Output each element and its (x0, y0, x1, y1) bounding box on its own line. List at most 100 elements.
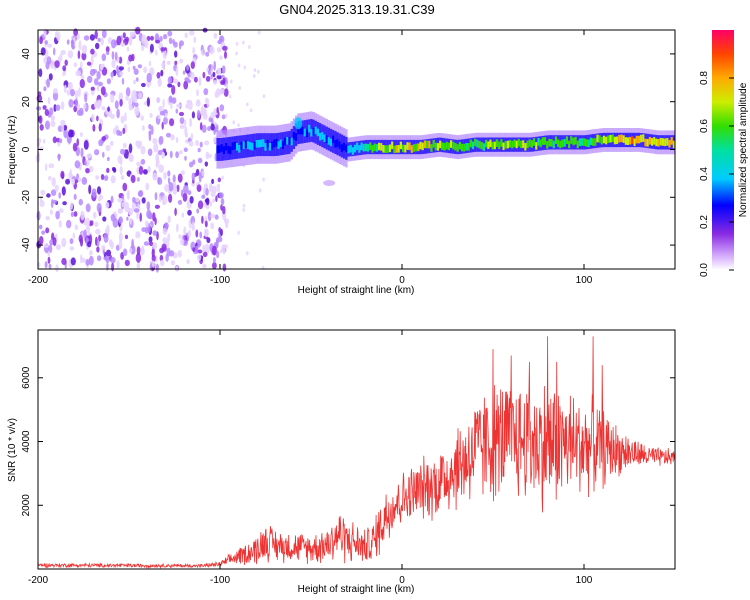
ridge-core (345, 144, 348, 153)
noise-speckle (170, 260, 175, 266)
noise-speckle (91, 188, 97, 198)
noise-speckle (204, 140, 210, 146)
noise-speckle (191, 111, 195, 119)
noise-speckle (81, 176, 88, 185)
noise-speckle (97, 37, 101, 42)
noise-speckle (154, 192, 158, 201)
noise-speckle (200, 49, 206, 56)
ridge-core (513, 139, 516, 148)
noise-speckle (219, 55, 223, 60)
noise-speckle (221, 175, 224, 180)
noise-speckle (197, 249, 203, 254)
noise-speckle (42, 105, 47, 110)
noise-speckle (126, 189, 130, 200)
noise-speckle (157, 177, 163, 185)
noise-speckle (114, 51, 118, 61)
ridge-core (495, 139, 499, 147)
noise-speckle (157, 114, 161, 120)
ridge-core (303, 128, 307, 137)
snr-panel: -200 -100 0 100 2000 4000 6000 Height of strai… (7, 329, 676, 595)
noise-speckle (90, 220, 94, 226)
noise-speckle (198, 76, 202, 87)
noise-speckle (88, 184, 92, 195)
ridge-core (406, 142, 409, 150)
noise-speckle (224, 113, 228, 118)
noise-speckle (42, 138, 46, 144)
noise-speckle (237, 63, 241, 68)
ridge-blob (294, 117, 303, 130)
noise-speckle (49, 209, 53, 216)
noise-speckle (94, 221, 99, 227)
noise-speckle (156, 72, 161, 79)
noise-speckle (202, 263, 207, 269)
noise-speckle (126, 46, 130, 52)
noise-speckle (161, 121, 164, 130)
noise-speckle (131, 238, 135, 249)
noise-speckle (205, 204, 210, 210)
noise-speckle (169, 250, 175, 257)
noise-speckle (238, 86, 241, 90)
noise-speckle (118, 216, 123, 224)
ridge-core (596, 134, 599, 143)
ridge-core (388, 144, 392, 153)
noise-speckle (60, 119, 66, 126)
ridge-core (498, 141, 501, 149)
noise-speckle (105, 249, 112, 257)
noise-speckle (149, 241, 154, 247)
noise-speckle (186, 64, 190, 71)
noise-speckle (76, 138, 79, 147)
ridge-core (399, 141, 403, 150)
ridge-core (423, 140, 427, 149)
colorbar-tick-label: 0.4 (699, 167, 710, 181)
ridge-core (225, 143, 228, 151)
noise-speckle (134, 106, 140, 116)
ridge-core (600, 136, 604, 145)
noise-speckle (225, 84, 229, 89)
noise-speckle (136, 77, 139, 82)
noise-speckle (222, 45, 228, 51)
spectrogram-x-label: Height of straight line (km) (298, 285, 415, 296)
noise-speckle (101, 135, 106, 142)
noise-speckle (96, 246, 100, 253)
noise-speckle (221, 65, 226, 74)
noise-speckle (43, 86, 47, 92)
noise-speckle (211, 185, 217, 194)
ridge-core (255, 140, 259, 148)
noise-speckle (148, 236, 153, 243)
noise-speckle (197, 254, 202, 261)
noise-speckle (102, 216, 107, 222)
noise-speckle (143, 241, 150, 246)
noise-speckle (151, 260, 155, 268)
noise-speckle (184, 132, 189, 138)
noise-speckle (168, 37, 173, 45)
noise-speckle (160, 69, 164, 77)
ridge-core (314, 126, 317, 135)
noise-speckle (158, 164, 164, 173)
noise-speckle (106, 78, 111, 85)
noise-speckle (131, 200, 136, 211)
noise-speckle (204, 97, 208, 104)
ridge-core (432, 140, 435, 148)
noise-speckle (94, 78, 99, 86)
ridge-core (336, 139, 339, 147)
noise-speckle (155, 157, 160, 167)
ridge-core (279, 139, 283, 148)
ridge-core (511, 140, 514, 149)
noise-speckle (43, 28, 47, 38)
noise-speckle (51, 177, 56, 187)
noise-speckle (70, 257, 76, 266)
noise-speckle (137, 190, 143, 197)
noise-speckle (44, 109, 50, 116)
noise-speckle (161, 243, 167, 252)
noise-speckle (150, 125, 154, 135)
noise-speckle (72, 142, 78, 152)
noise-speckle (140, 158, 146, 165)
ridge-core (587, 139, 590, 148)
ridge-core (552, 140, 556, 149)
noise-speckle (154, 204, 160, 209)
noise-speckle (85, 225, 91, 234)
noise-speckle (204, 229, 209, 238)
noise-speckle (96, 115, 99, 122)
noise-speckle (49, 239, 54, 246)
noise-speckle (46, 78, 50, 88)
